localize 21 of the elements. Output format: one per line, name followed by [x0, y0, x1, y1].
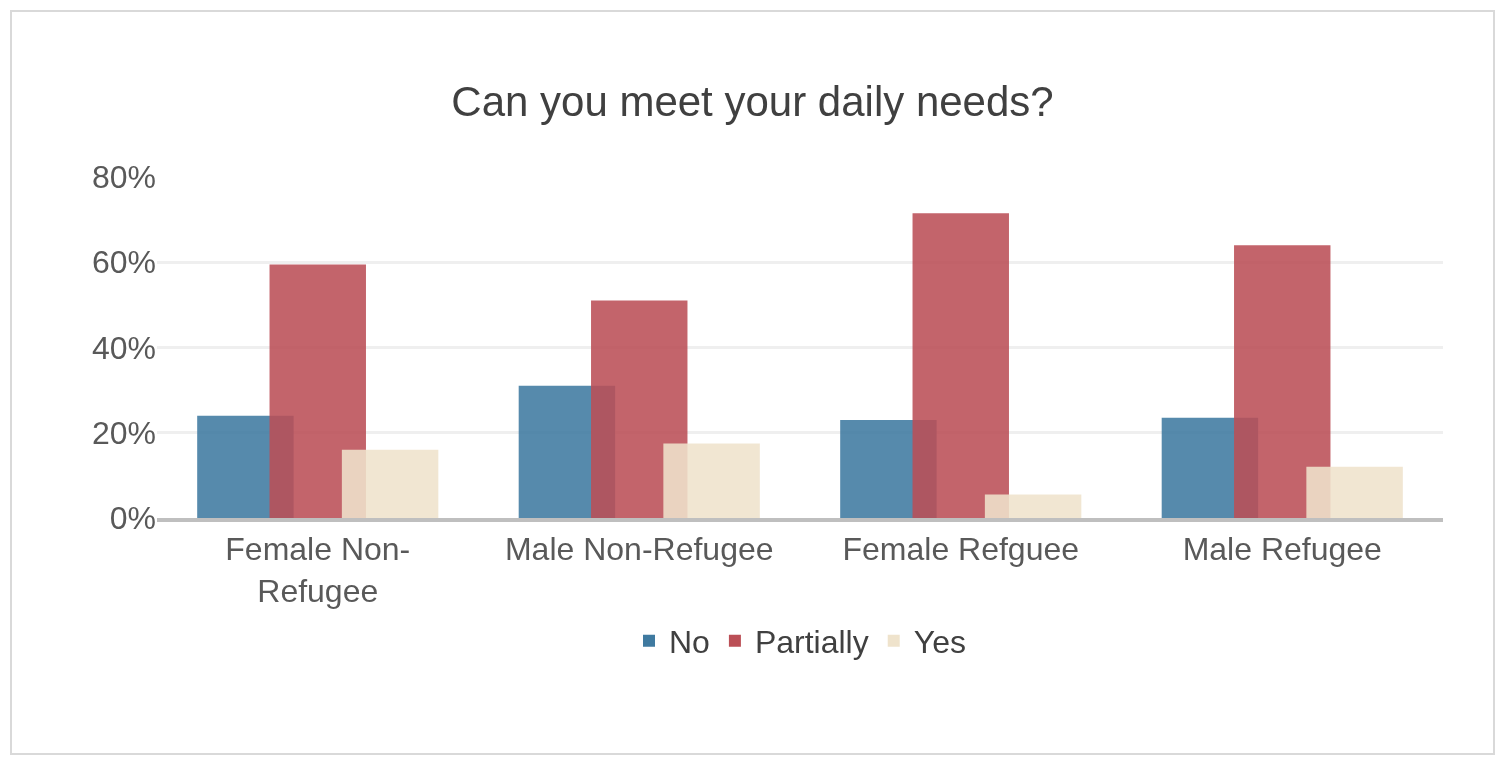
- bar: [1234, 245, 1331, 518]
- y-tick-label: 80%: [91, 159, 156, 196]
- chart-title: Can you meet your daily needs?: [451, 77, 1054, 125]
- legend-label: No: [669, 624, 710, 661]
- bar: [269, 264, 366, 518]
- x-tick-label: Male Refugee: [1182, 531, 1382, 568]
- bar: [341, 449, 439, 518]
- bar: [663, 443, 760, 518]
- bar: [912, 213, 1009, 518]
- y-tick-label: 60%: [91, 244, 156, 281]
- bar: [591, 300, 688, 518]
- legend-label: Yes: [913, 624, 966, 661]
- bar: [1306, 466, 1403, 518]
- y-tick-label: 40%: [91, 329, 156, 366]
- x-tick-label: Female Non-Refugee: [225, 531, 411, 609]
- y-tick-label: 20%: [91, 414, 156, 451]
- x-tick-label: Female Refguee: [842, 531, 1080, 568]
- y-tick-label: 0%: [109, 500, 156, 537]
- legend-label: Partially: [754, 624, 869, 661]
- x-tick-label: Male Non-Refugee: [504, 531, 774, 568]
- bar: [984, 494, 1082, 518]
